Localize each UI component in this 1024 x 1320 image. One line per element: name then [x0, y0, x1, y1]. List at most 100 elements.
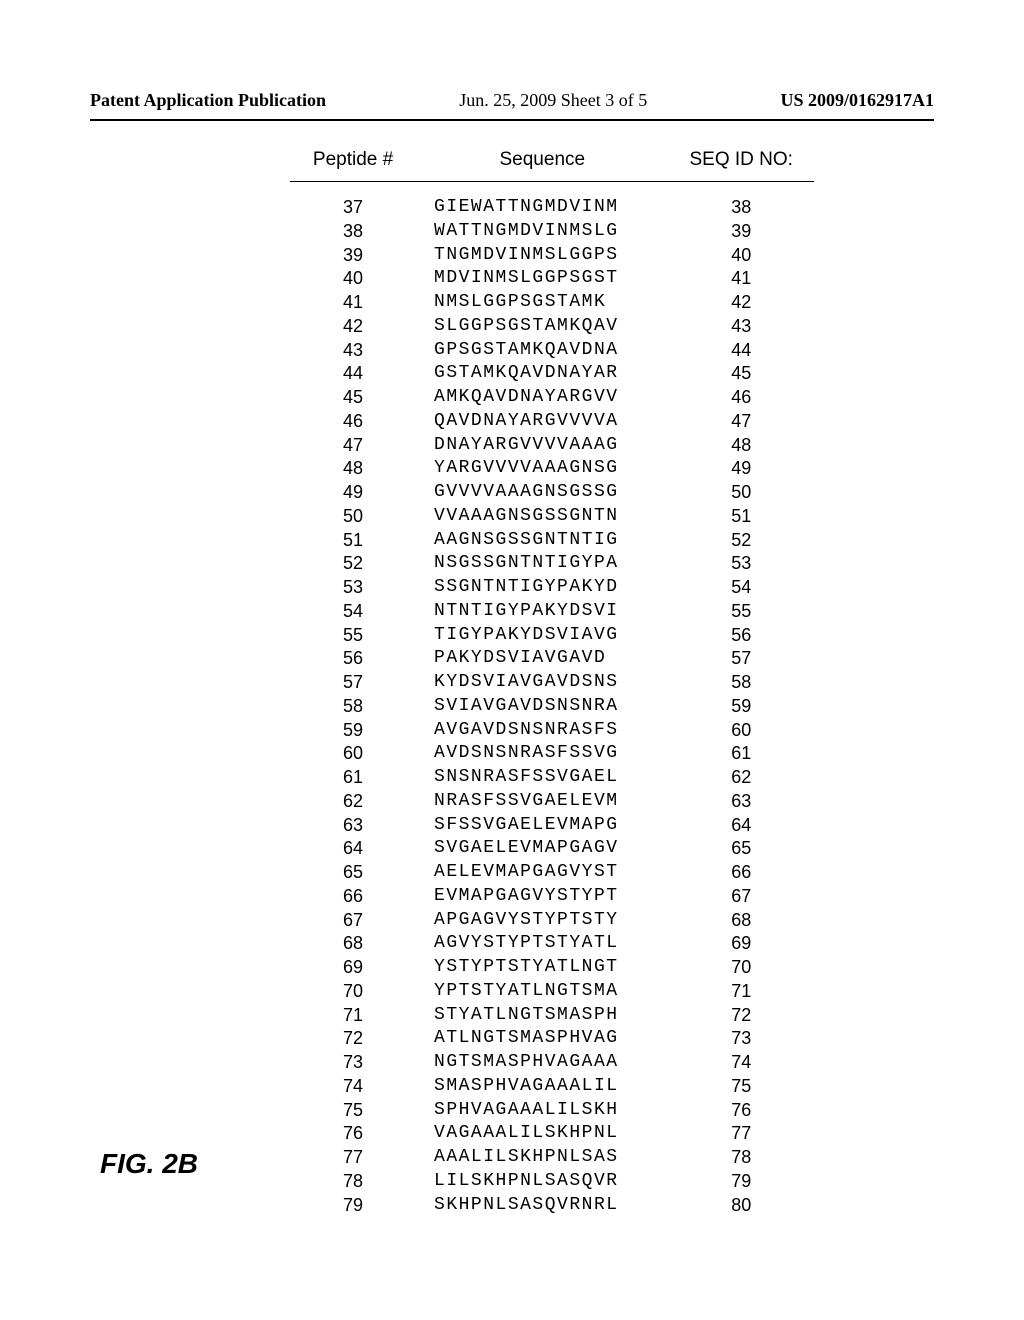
cell-peptide: 56: [290, 647, 416, 671]
header-center: Jun. 25, 2009 Sheet 3 of 5: [326, 90, 780, 111]
table-row: 51AAGNSGSSGNTNTIG52: [290, 529, 814, 553]
cell-seqid: 51: [669, 505, 814, 529]
table-row: 52NSGSSGNTNTIGYPA53: [290, 552, 814, 576]
cell-peptide: 72: [290, 1027, 416, 1051]
cell-seqid: 44: [669, 339, 814, 363]
cell-seqid: 79: [669, 1170, 814, 1194]
table-row: 77AAALILSKHPNLSAS78: [290, 1146, 814, 1170]
page-header: Patent Application Publication Jun. 25, …: [90, 90, 934, 111]
cell-peptide: 40: [290, 267, 416, 291]
cell-peptide: 70: [290, 980, 416, 1004]
peptide-table: Peptide # Sequence SEQ ID NO: 37GIEWATTN…: [290, 149, 814, 1217]
cell-seqid: 64: [669, 814, 814, 838]
cell-seqid: 52: [669, 529, 814, 553]
cell-sequence: NSGSSGNTNTIGYPA: [416, 552, 669, 576]
cell-sequence: AELEVMAPGAGVYST: [416, 861, 669, 885]
table-row: 76VAGAAALILSKHPNL77: [290, 1122, 814, 1146]
cell-peptide: 76: [290, 1122, 416, 1146]
cell-peptide: 67: [290, 909, 416, 933]
table-row: 57KYDSVIAVGAVDSNS58: [290, 671, 814, 695]
cell-seqid: 39: [669, 220, 814, 244]
cell-peptide: 65: [290, 861, 416, 885]
cell-peptide: 64: [290, 837, 416, 861]
cell-sequence: PAKYDSVIAVGAVD: [416, 647, 669, 671]
cell-seqid: 57: [669, 647, 814, 671]
cell-peptide: 46: [290, 410, 416, 434]
cell-sequence: GSTAMKQAVDNAYAR: [416, 362, 669, 386]
cell-seqid: 59: [669, 695, 814, 719]
cell-sequence: SKHPNLSASQVRNRL: [416, 1194, 669, 1218]
cell-peptide: 50: [290, 505, 416, 529]
cell-peptide: 55: [290, 624, 416, 648]
cell-peptide: 41: [290, 291, 416, 315]
cell-seqid: 48: [669, 434, 814, 458]
col-header-seqid: SEQ ID NO:: [668, 149, 814, 171]
cell-seqid: 56: [669, 624, 814, 648]
table-row: 79SKHPNLSASQVRNRL80: [290, 1194, 814, 1218]
table-row: 70YPTSTYATLNGTSMA71: [290, 980, 814, 1004]
table-row: 37GIEWATTNGMDVINM38: [290, 196, 814, 220]
cell-sequence: NRASFSSVGAELEVM: [416, 790, 669, 814]
table-row: 62NRASFSSVGAELEVM63: [290, 790, 814, 814]
table-row: 67APGAGVYSTYPTSTY68: [290, 909, 814, 933]
cell-sequence: MDVINMSLGGPSGST: [416, 267, 669, 291]
cell-sequence: STYATLNGTSMASPH: [416, 1004, 669, 1028]
cell-peptide: 52: [290, 552, 416, 576]
cell-seqid: 42: [669, 291, 814, 315]
cell-sequence: DNAYARGVVVVAAAG: [416, 434, 669, 458]
table-row: 63SFSSVGAELEVMAPG64: [290, 814, 814, 838]
table-row: 56PAKYDSVIAVGAVD57: [290, 647, 814, 671]
cell-seqid: 80: [669, 1194, 814, 1218]
table-header-row: Peptide # Sequence SEQ ID NO:: [290, 149, 814, 181]
cell-seqid: 77: [669, 1122, 814, 1146]
cell-seqid: 47: [669, 410, 814, 434]
table-row: 48YARGVVVVAAAGNSG49: [290, 457, 814, 481]
cell-seqid: 53: [669, 552, 814, 576]
cell-peptide: 39: [290, 244, 416, 268]
cell-peptide: 78: [290, 1170, 416, 1194]
cell-seqid: 78: [669, 1146, 814, 1170]
table-row: 61SNSNRASFSSVGAEL62: [290, 766, 814, 790]
table-row: 71STYATLNGTSMASPH72: [290, 1004, 814, 1028]
cell-peptide: 53: [290, 576, 416, 600]
cell-seqid: 38: [669, 196, 814, 220]
cell-peptide: 61: [290, 766, 416, 790]
cell-peptide: 42: [290, 315, 416, 339]
cell-peptide: 51: [290, 529, 416, 553]
cell-seqid: 73: [669, 1027, 814, 1051]
cell-peptide: 45: [290, 386, 416, 410]
cell-sequence: KYDSVIAVGAVDSNS: [416, 671, 669, 695]
cell-peptide: 75: [290, 1099, 416, 1123]
table-row: 42SLGGPSGSTAMKQAV43: [290, 315, 814, 339]
table-row: 60AVDSNSNRASFSSVG61: [290, 742, 814, 766]
cell-sequence: SVIAVGAVDSNSNRA: [416, 695, 669, 719]
cell-seqid: 74: [669, 1051, 814, 1075]
table-row: 74SMASPHVAGAAALIL75: [290, 1075, 814, 1099]
cell-peptide: 63: [290, 814, 416, 838]
cell-sequence: APGAGVYSTYPTSTY: [416, 909, 669, 933]
cell-seqid: 62: [669, 766, 814, 790]
cell-peptide: 49: [290, 481, 416, 505]
table-row: 65AELEVMAPGAGVYST66: [290, 861, 814, 885]
table-row: 53SSGNTNTIGYPAKYD54: [290, 576, 814, 600]
table-row: 45AMKQAVDNAYARGVV46: [290, 386, 814, 410]
cell-seqid: 69: [669, 932, 814, 956]
cell-sequence: SLGGPSGSTAMKQAV: [416, 315, 669, 339]
cell-peptide: 47: [290, 434, 416, 458]
cell-sequence: AVDSNSNRASFSSVG: [416, 742, 669, 766]
header-left: Patent Application Publication: [90, 90, 326, 111]
cell-seqid: 46: [669, 386, 814, 410]
cell-peptide: 37: [290, 196, 416, 220]
table-row: 66EVMAPGAGVYSTYPT67: [290, 885, 814, 909]
col-header-peptide: Peptide #: [290, 149, 416, 171]
header-rule: [90, 119, 934, 121]
table-row: 38WATTNGMDVINMSLG39: [290, 220, 814, 244]
cell-sequence: GPSGSTAMKQAVDNA: [416, 339, 669, 363]
cell-peptide: 73: [290, 1051, 416, 1075]
table-row: 54NTNTIGYPAKYDSVI55: [290, 600, 814, 624]
cell-seqid: 70: [669, 956, 814, 980]
col-header-sequence: Sequence: [416, 149, 668, 171]
cell-sequence: LILSKHPNLSASQVR: [416, 1170, 669, 1194]
cell-sequence: TNGMDVINMSLGGPS: [416, 244, 669, 268]
table-row: 50VVAAAGNSGSSGNTN51: [290, 505, 814, 529]
